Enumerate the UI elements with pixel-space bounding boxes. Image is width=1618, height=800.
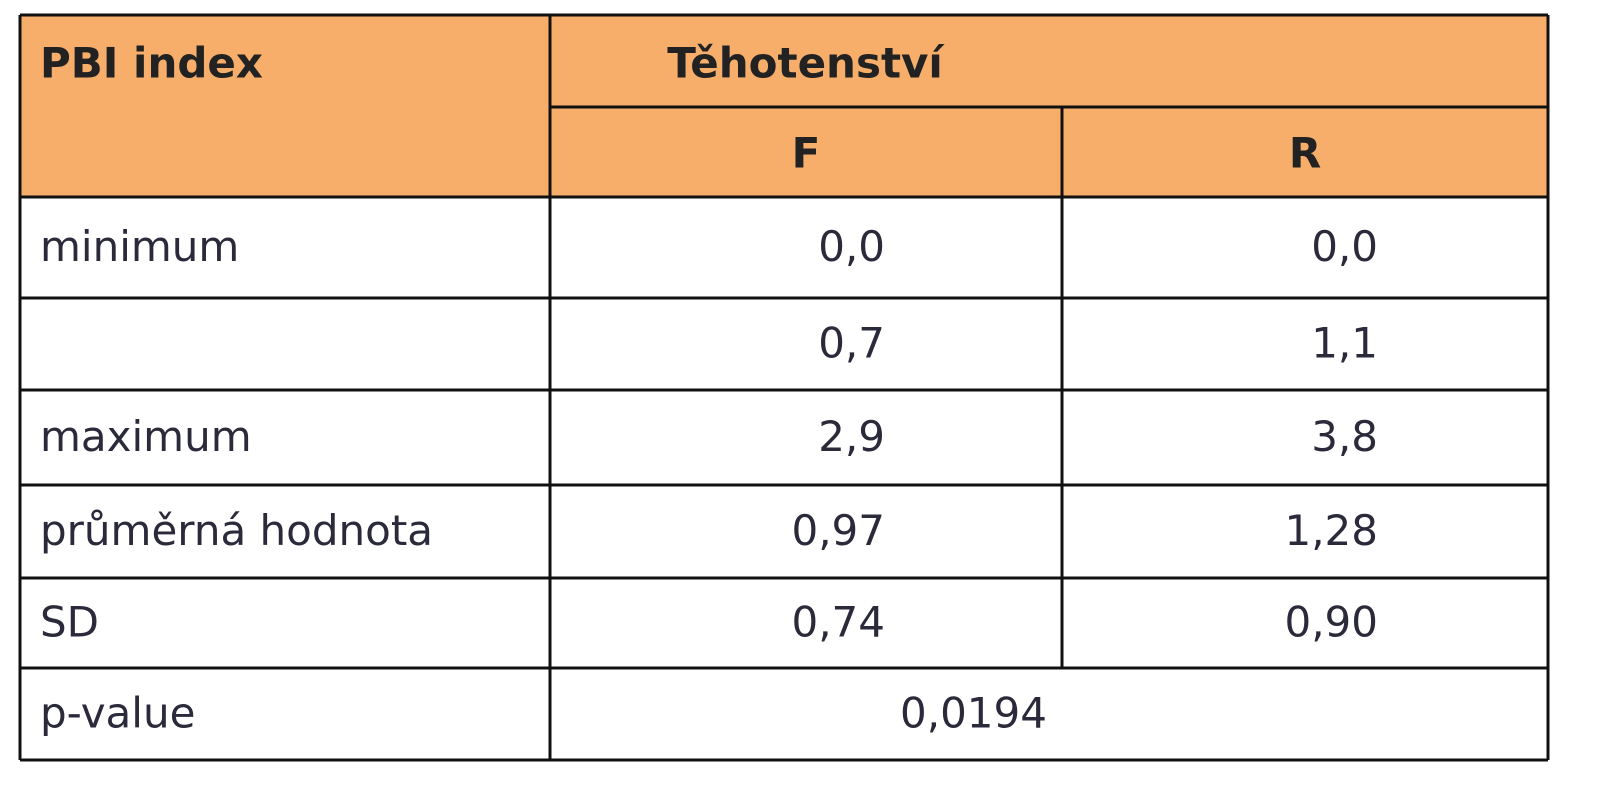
row-label: SD (40, 598, 99, 647)
cell-value: 0,97 (791, 506, 885, 555)
header-title: PBI index (40, 39, 263, 88)
row-label: průměrná hodnota (40, 506, 433, 555)
cell-value: 1,1 (1311, 319, 1378, 368)
cell-value: 0,7 (818, 319, 885, 368)
column-header: R (1289, 129, 1321, 178)
cell-value: 2,9 (818, 412, 885, 461)
cell-value: 0,74 (791, 598, 885, 647)
cell-value: 0,90 (1284, 598, 1378, 647)
pvalue-value: 0,0194 (900, 689, 1047, 738)
row-label: minimum (40, 222, 239, 271)
cell-value: 0,0 (1311, 222, 1378, 271)
cell-value: 3,8 (1311, 412, 1378, 461)
cell-value: 0,0 (818, 222, 885, 271)
pvalue-label: p-value (40, 689, 195, 738)
borders (18, 13, 1550, 762)
row-label: maximum (40, 412, 252, 461)
column-header: F (792, 129, 821, 178)
header-group: Těhotenství (667, 39, 945, 88)
cell-value: 1,28 (1284, 506, 1378, 555)
